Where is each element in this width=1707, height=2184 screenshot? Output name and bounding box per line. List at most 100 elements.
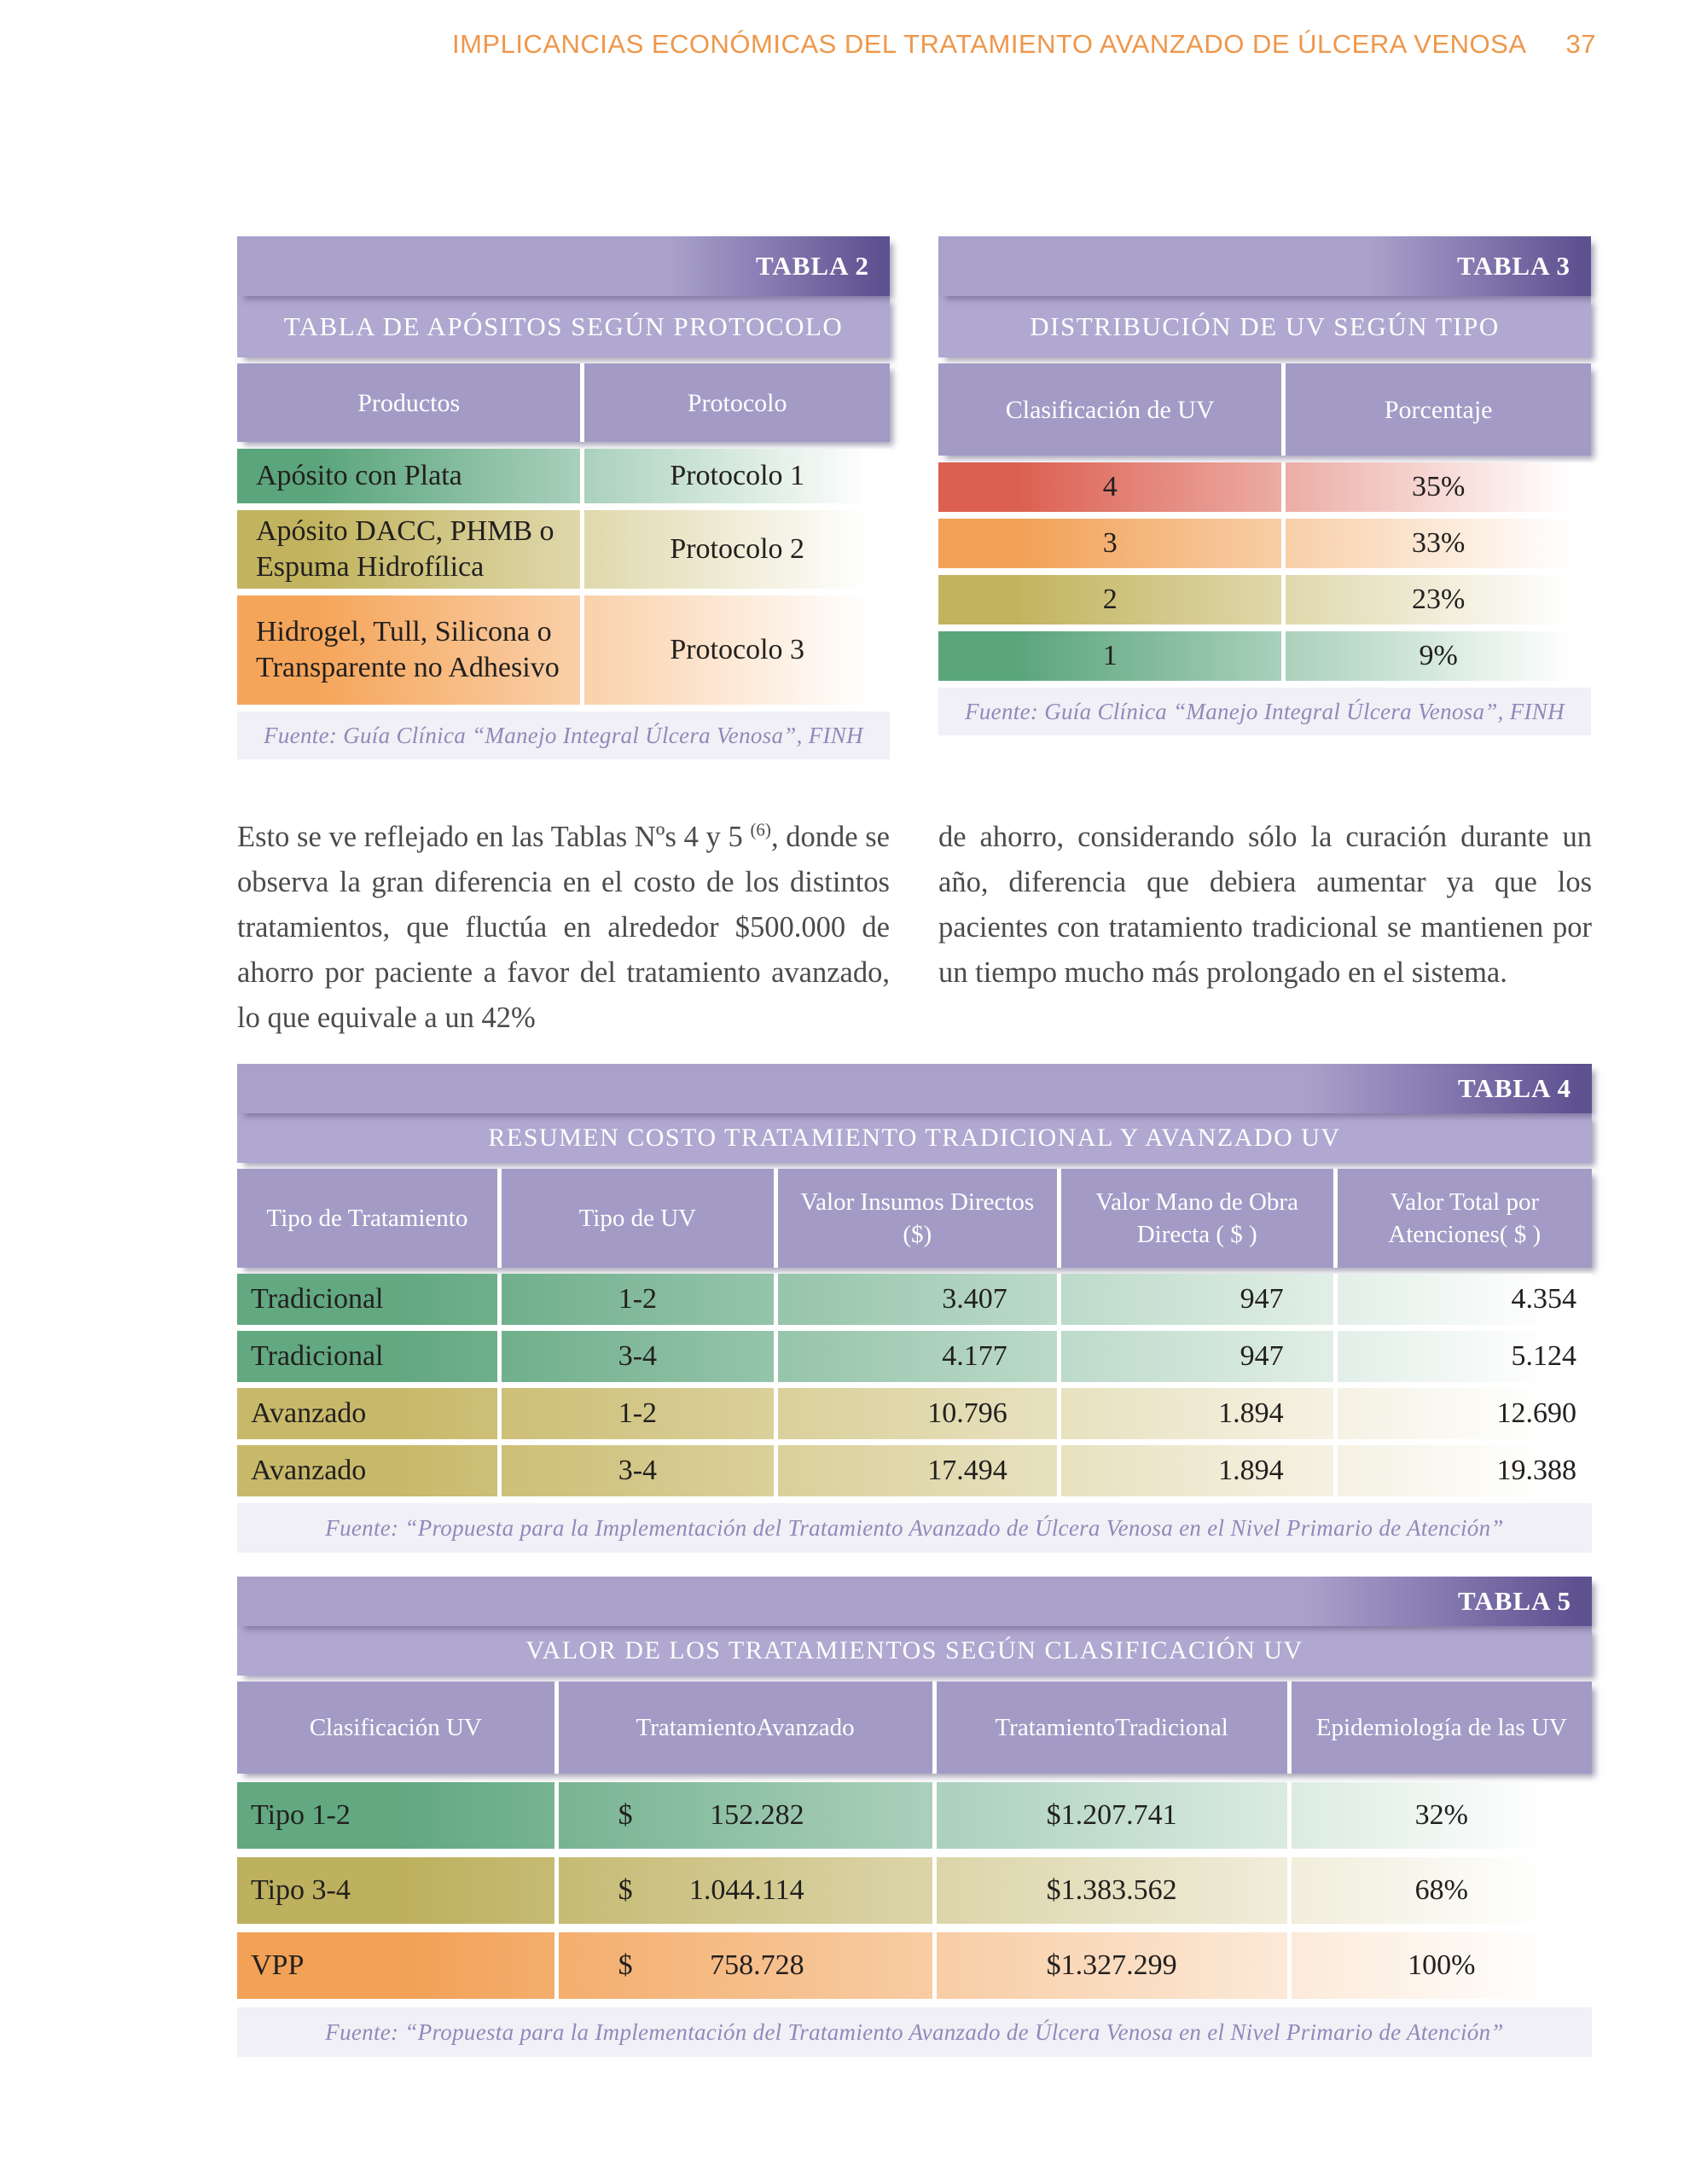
tratamiento-cell: Tradicional [251,1340,384,1372]
table-5-source: Fuente: “Propuesta para la Implementació… [237,2007,1592,2057]
insumos-cell: 3.407 [773,1274,1057,1325]
table-row: Apósito DACC, PHMB o Espuma Hidrofílica … [237,510,890,589]
table-row: Tradicional 3-4 4.177 947 5.124 [237,1331,1592,1382]
table-4-label: TABLA 4 [1306,1064,1592,1113]
table-3: TABLA 3 DISTRIBUCIÓN DE UV SEGÚN TIPO Cl… [938,236,1591,735]
column-header: Tipo de Tratamiento [266,1205,468,1232]
table-5: TABLA 5 VALOR DE LOS TRATAMIENTOS SEGÚN … [237,1577,1592,2057]
column-header: Clasificación de UV [1005,395,1215,424]
table-4-title: RESUMEN COSTO TRATAMIENTO TRADICIONAL Y … [237,1113,1592,1163]
tipo-uv-cell: 3-4 [496,1445,774,1496]
epidemiologia-cell: 68% [1286,1857,1592,1924]
porcentaje-cell: 35% [1281,462,1591,512]
column-header: Clasificación UV [309,1714,482,1741]
clasificacion-cell: 2 [1102,584,1118,615]
epidemiologia-cell: 100% [1286,1932,1592,1999]
column-header: Valor Mano de Obra Directa ( $ ) [1056,1169,1333,1268]
table-row: Tipo 3-4 $1.044.114 $1.383.562 68% [237,1857,1592,1924]
table-3-label: TABLA 3 [1371,236,1591,296]
body-paragraph-left: Esto se ve reflejado en las Tablas Nºs 4… [237,815,890,1041]
avanzado-cell: $1.044.114 [554,1857,932,1924]
tipo-uv-cell: 1-2 [496,1274,774,1325]
tipo-uv-cell: 3-4 [496,1331,774,1382]
porcentaje-cell: 33% [1281,519,1591,568]
avanzado-value: 152.282 [710,1799,804,1831]
table-row: 4 35% [938,462,1591,512]
table-5-label-band: TABLA 5 [237,1577,1592,1626]
column-header: Productos [357,388,461,417]
footnote-ref: (6) [750,819,771,839]
column-header: TratamientoAvanzado [554,1682,932,1774]
table-3-label-band: TABLA 3 [938,236,1591,296]
table-2-label: TABLA 2 [670,236,890,296]
tradicional-cell: $1.327.299 [932,1932,1287,1999]
table-3-title: DISTRIBUCIÓN DE UV SEGÚN TIPO [938,296,1591,357]
mano-obra-cell: 1.894 [1056,1388,1333,1439]
table-row: Avanzado 1-2 10.796 1.894 12.690 [237,1388,1592,1439]
table-2-title: TABLA DE APÓSITOS SEGÚN PROTOCOLO [237,296,890,357]
tipo-uv-cell: 1-2 [496,1388,774,1439]
avanzado-cell: $758.728 [554,1932,932,1999]
body-paragraph-right: de ahorro, considerando sólo la curación… [938,820,1592,989]
protocolo-cell: Protocolo 2 [580,510,890,589]
running-title: IMPLICANCIAS ECONÓMICAS DEL TRATAMIENTO … [451,29,1527,59]
currency-symbol: $ [618,1949,633,1981]
table-4-column-headers: Tipo de Tratamiento Tipo de UV Valor Ins… [237,1169,1592,1268]
protocolo-cell: Protocolo 3 [580,595,890,705]
porcentaje-cell: 23% [1281,575,1591,624]
column-header: Epidemiología de las UV [1286,1682,1592,1774]
insumos-cell: 10.796 [773,1388,1057,1439]
currency-symbol: $ [618,1874,633,1906]
producto-cell: Apósito DACC, PHMB o Espuma Hidrofílica [256,515,554,583]
body-text: Esto se ve reflejado en las Tablas Nºs 4… [237,820,751,853]
mano-obra-cell: 947 [1056,1331,1333,1382]
total-cell: 12.690 [1333,1388,1592,1439]
table-row: 1 9% [938,631,1591,681]
table-row: Apósito con Plata Protocolo 1 [237,449,890,503]
tradicional-cell: $1.207.741 [932,1782,1287,1849]
table-4-label-band: TABLA 4 [237,1064,1592,1113]
producto-cell: Apósito con Plata [256,460,462,491]
table-2-source: Fuente: Guía Clínica “Manejo Integral Úl… [237,712,890,759]
avanzado-cell: $152.282 [554,1782,932,1849]
protocolo-cell: Protocolo 1 [580,449,890,503]
porcentaje-cell: 9% [1281,631,1591,681]
table-5-label: TABLA 5 [1306,1577,1592,1626]
column-header: Porcentaje [1281,363,1591,456]
epidemiologia-cell: 32% [1286,1782,1592,1849]
table-2-label-band: TABLA 2 [237,236,890,296]
total-cell: 5.124 [1333,1331,1592,1382]
mano-obra-cell: 947 [1056,1274,1333,1325]
table-5-column-headers: Clasificación UV TratamientoAvanzado Tra… [237,1682,1592,1774]
insumos-cell: 4.177 [773,1331,1057,1382]
total-cell: 4.354 [1333,1274,1592,1325]
page-number: 37 [1565,29,1596,59]
column-header: Tipo de UV [496,1169,774,1268]
clasificacion-cell: 4 [1102,471,1118,502]
clasificacion-cell: Tipo 3-4 [251,1874,351,1906]
avanzado-value: 758.728 [710,1949,804,1981]
table-row: Tradicional 1-2 3.407 947 4.354 [237,1274,1592,1325]
table-row: Tipo 1-2 $152.282 $1.207.741 32% [237,1782,1592,1849]
table-2-column-headers: Productos Protocolo [237,363,890,442]
table-row: Avanzado 3-4 17.494 1.894 19.388 [237,1445,1592,1496]
table-row: Hidrogel, Tull, Silicona o Transparente … [237,595,890,705]
clasificacion-cell: 1 [1102,640,1118,671]
table-row: VPP $758.728 $1.327.299 100% [237,1932,1592,1999]
table-row: 3 33% [938,519,1591,568]
table-3-source: Fuente: Guía Clínica “Manejo Integral Úl… [938,688,1591,735]
avanzado-value: 1.044.114 [688,1874,804,1906]
table-5-title: VALOR DE LOS TRATAMIENTOS SEGÚN CLASIFIC… [237,1626,1592,1676]
running-head: IMPLICANCIAS ECONÓMICAS DEL TRATAMIENTO … [452,29,1596,60]
clasificacion-cell: 3 [1102,527,1118,559]
table-row: 2 23% [938,575,1591,624]
tradicional-cell: $1.383.562 [932,1857,1287,1924]
column-header: Protocolo [580,363,890,442]
table-4-source: Fuente: “Propuesta para la Implementació… [237,1503,1592,1553]
currency-symbol: $ [618,1799,633,1831]
total-cell: 19.388 [1333,1445,1592,1496]
tratamiento-cell: Avanzado [251,1455,367,1486]
mano-obra-cell: 1.894 [1056,1445,1333,1496]
table-4: TABLA 4 RESUMEN COSTO TRATAMIENTO TRADIC… [237,1064,1592,1553]
